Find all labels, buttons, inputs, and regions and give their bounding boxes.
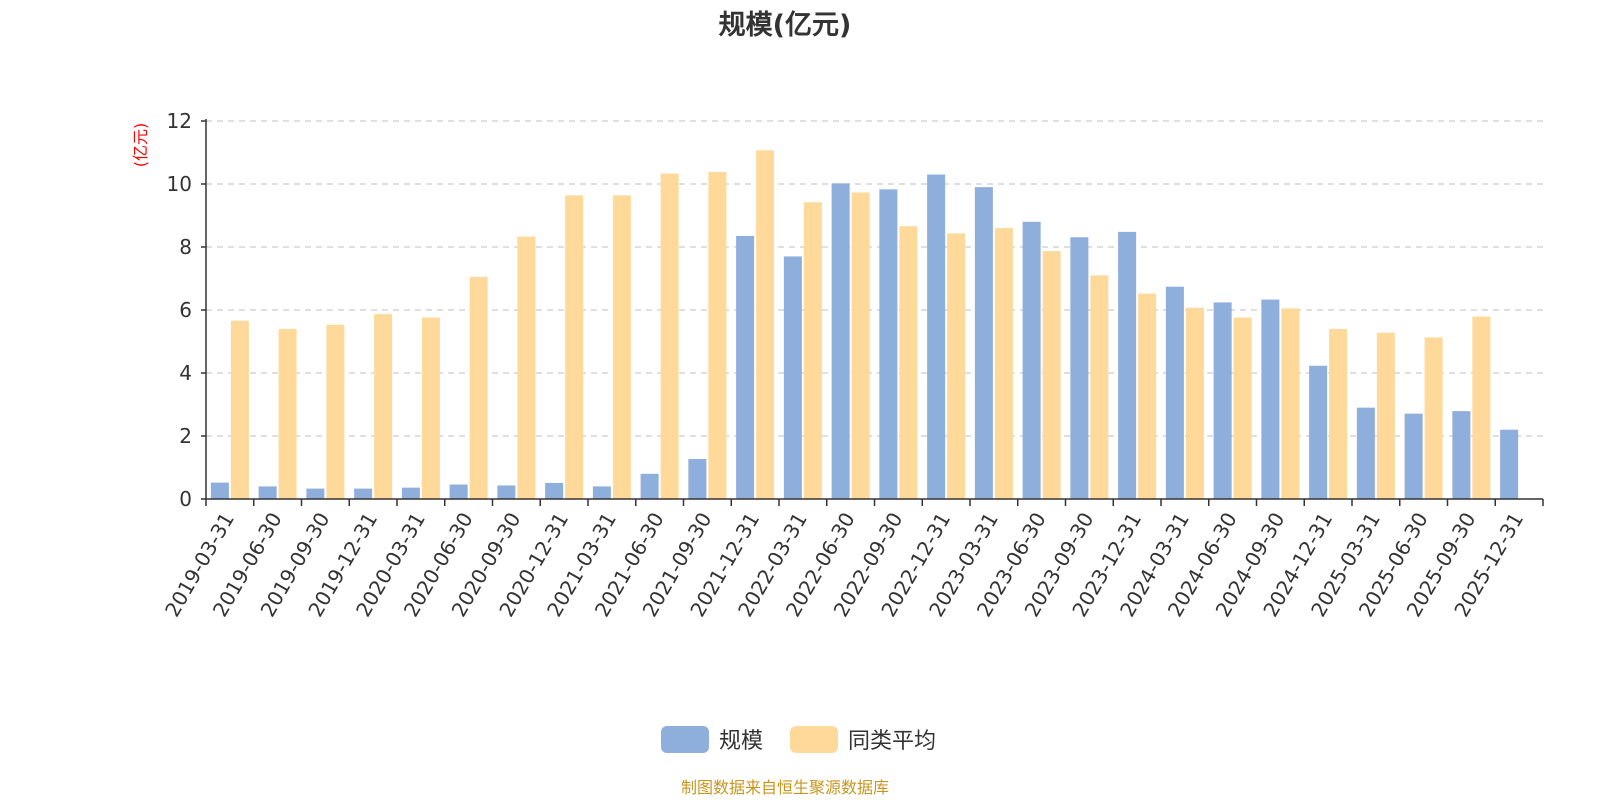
legend-label: 同类平均 [848, 729, 936, 754]
legend-item-peer-average[interactable]: 同类平均 [790, 726, 936, 754]
bar-peer-average [1329, 328, 1348, 499]
bar-scale [1356, 407, 1375, 499]
bar-peer-average [660, 173, 679, 500]
y-tick-label: 2 [179, 424, 192, 448]
bar-peer-average [469, 276, 488, 499]
bar-scale [1118, 231, 1137, 499]
bar-peer-average [421, 317, 440, 499]
bar-peer-average [851, 192, 870, 499]
legend-item-scale[interactable]: 规模 [661, 726, 763, 754]
bar-peer-average [803, 202, 822, 499]
bar-scale [1070, 237, 1089, 500]
y-tick-label: 12 [167, 109, 192, 133]
bar-scale [831, 183, 850, 499]
x-axis-ticks: 2019-03-312019-06-302019-09-302019-12-31… [160, 499, 1544, 621]
bar-peer-average [1090, 275, 1109, 499]
bar-peer-average [374, 314, 393, 499]
bar-peer-average [947, 233, 966, 499]
bar-peer-average [756, 150, 775, 500]
bar-peer-average [1376, 332, 1395, 499]
bars [210, 150, 1519, 500]
bar-scale [688, 458, 707, 499]
bar-scale [592, 486, 611, 499]
bar-peer-average [1138, 293, 1157, 499]
legend: 规模 同类平均 [661, 726, 936, 754]
bar-peer-average [517, 236, 536, 500]
bar-scale [1500, 429, 1519, 499]
bar-scale [974, 187, 993, 499]
bar-scale [306, 488, 325, 499]
bar-scale [210, 482, 229, 499]
bar-scale [449, 484, 468, 499]
bar-peer-average [1472, 316, 1491, 499]
y-tick-label: 10 [167, 172, 192, 196]
bar-peer-average [1042, 251, 1061, 499]
bar-scale [1165, 286, 1184, 499]
source-note: 制图数据来自恒生聚源数据库 [681, 778, 889, 797]
bar-scale [783, 256, 802, 499]
bar-peer-average [612, 195, 631, 499]
bar-peer-average [994, 228, 1013, 499]
bar-scale [401, 487, 420, 499]
bar-scale [879, 189, 898, 500]
bar-scale [258, 486, 277, 499]
bar-peer-average [1185, 307, 1204, 499]
legend-label: 规模 [719, 729, 763, 754]
bar-peer-average [230, 320, 249, 499]
legend-swatch [661, 726, 709, 753]
y-tick-label: 8 [179, 235, 192, 259]
bar-scale [1452, 411, 1471, 499]
y-tick-label: 0 [179, 487, 192, 511]
bar-scale [354, 488, 373, 499]
bar-peer-average [326, 324, 345, 499]
bar-scale [1404, 413, 1423, 499]
bar-peer-average [1424, 337, 1443, 499]
y-tick-label: 6 [179, 298, 192, 322]
bar-peer-average [708, 172, 727, 499]
bar-peer-average [278, 328, 297, 499]
y-axis-unit-label: (亿元) [131, 123, 150, 168]
bar-peer-average [565, 195, 584, 499]
y-axis-ticks: 0 2 4 6 8 10 12 [167, 109, 206, 511]
bar-scale [640, 473, 659, 499]
bar-peer-average [1233, 317, 1252, 499]
bar-scale [1022, 221, 1041, 500]
bar-scale [497, 485, 516, 499]
chart-title: 规模(亿元) [719, 10, 852, 41]
bar-scale [1309, 365, 1328, 499]
legend-swatch [790, 726, 838, 753]
bar-scale [545, 482, 564, 499]
bar-scale [927, 174, 946, 500]
bar-scale [1213, 302, 1232, 499]
y-tick-label: 4 [179, 361, 192, 385]
bar-peer-average [899, 226, 918, 499]
bar-peer-average [1281, 308, 1300, 499]
bar-scale [1261, 299, 1280, 499]
bar-scale [736, 235, 755, 499]
